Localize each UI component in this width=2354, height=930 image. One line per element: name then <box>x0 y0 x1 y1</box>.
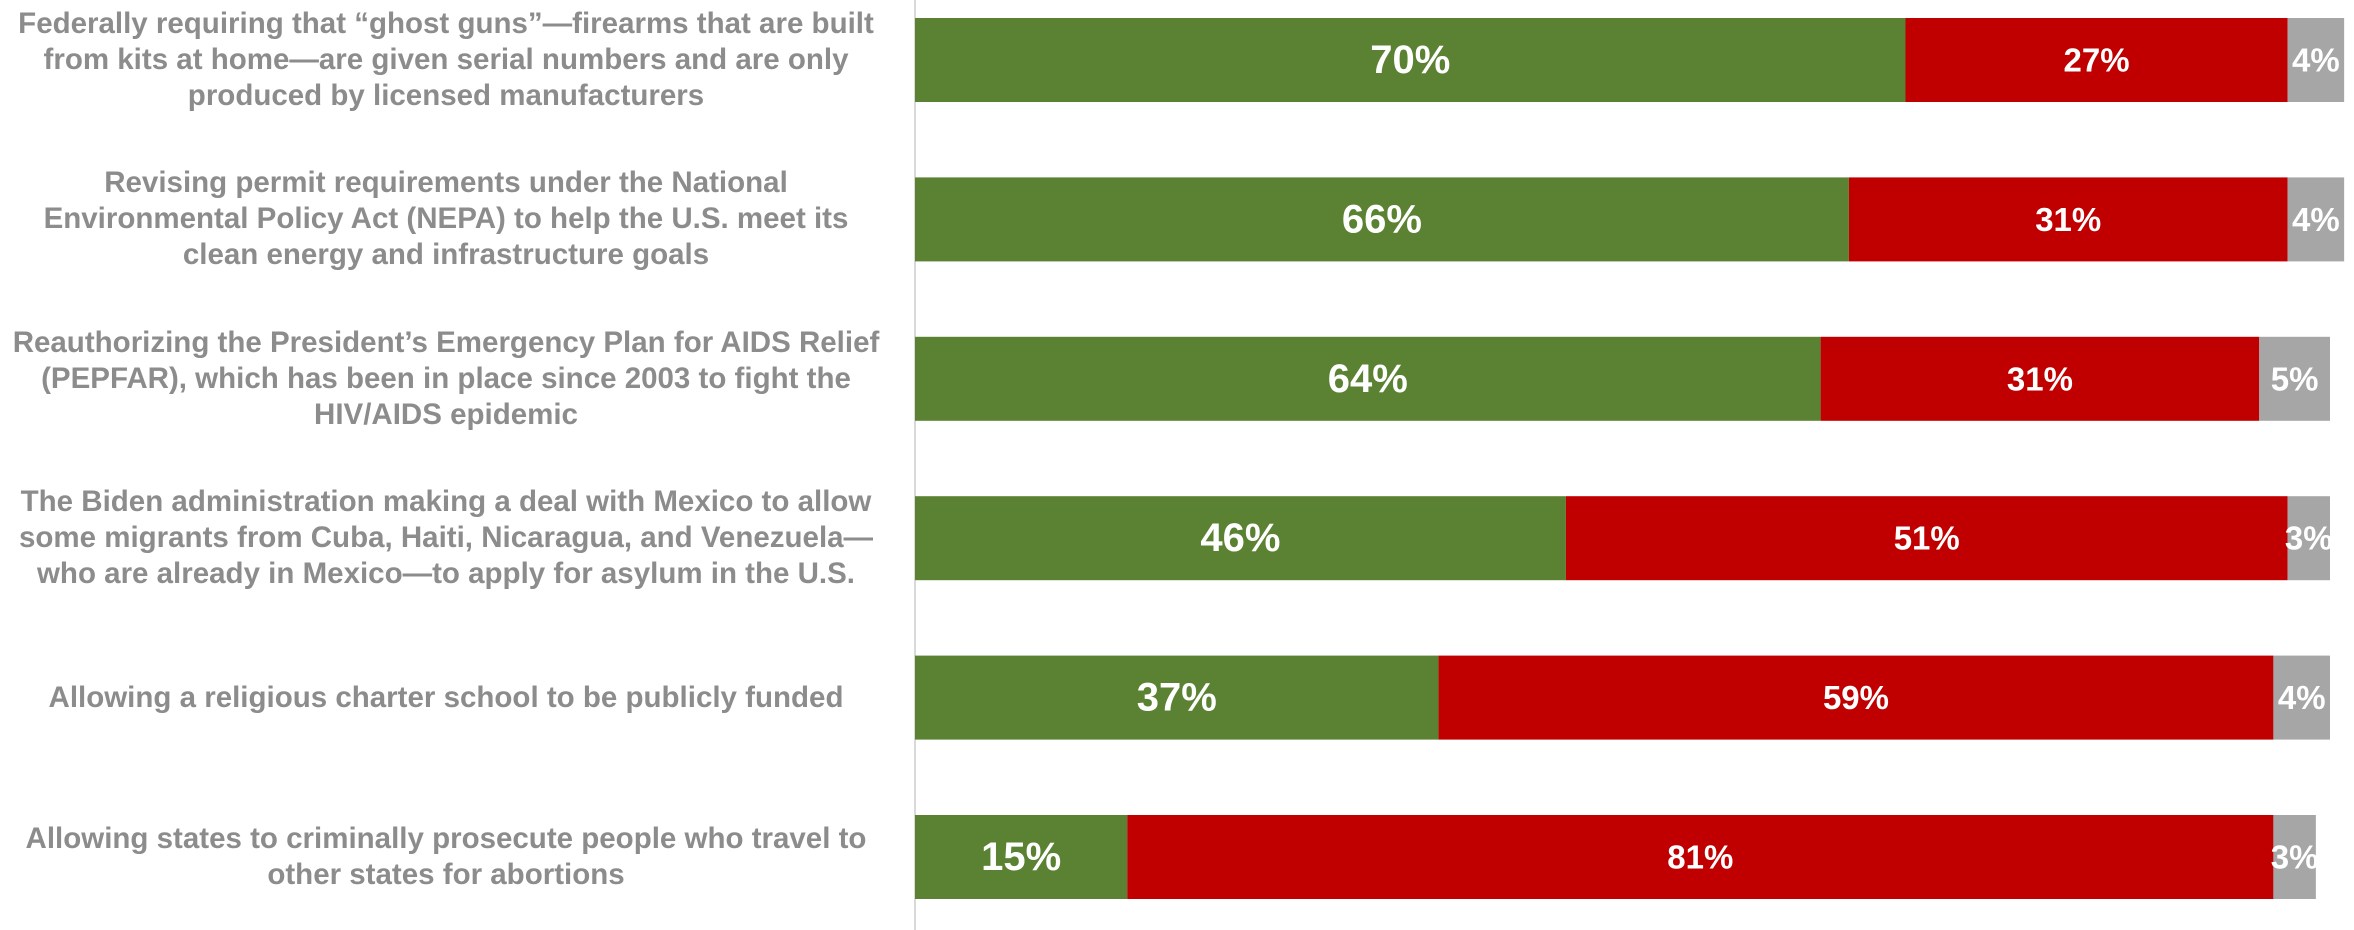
bar-segment <box>915 655 1439 740</box>
value-label: 27% <box>2063 42 2129 79</box>
category-label: Revising permit requirements under the N… <box>43 166 849 272</box>
value-label: 51% <box>1894 520 1960 557</box>
bar-segment <box>915 496 1566 581</box>
bar-segment <box>2273 815 2316 899</box>
value-label: 66% <box>1342 197 1422 241</box>
value-label: 46% <box>1200 516 1280 560</box>
value-label: 4% <box>2292 201 2340 238</box>
value-label: 59% <box>1823 679 1889 716</box>
category-label: Reauthorizing the President’s Emergency … <box>12 325 880 431</box>
bar-segment <box>2259 336 2330 421</box>
bar-segment <box>915 18 1906 102</box>
category-label: Allowing states to criminally prosecute … <box>25 822 867 891</box>
bar-segment <box>1905 18 2288 102</box>
value-label: 15% <box>981 835 1061 879</box>
bar-segment <box>1848 177 2288 262</box>
bar-segment <box>1820 336 2260 421</box>
value-label: 37% <box>1137 676 1217 720</box>
bar-segment <box>2287 18 2345 102</box>
bar-segment <box>915 336 1821 421</box>
category-label: Allowing a religious charter school to b… <box>48 680 844 714</box>
bar-segment <box>1127 815 2274 899</box>
value-label: 81% <box>1667 839 1733 876</box>
bar-segment <box>915 815 1128 899</box>
bar-segment <box>2287 496 2330 581</box>
value-label: 3% <box>2285 520 2333 557</box>
bar-segment <box>915 177 1849 262</box>
value-label: 5% <box>2271 360 2319 397</box>
value-label: 31% <box>2007 360 2073 397</box>
value-label: 31% <box>2035 201 2101 238</box>
value-label: 4% <box>2292 42 2340 79</box>
bar-segment <box>2273 655 2330 740</box>
value-label: 3% <box>2271 839 2319 876</box>
value-label: 4% <box>2278 679 2326 716</box>
value-label: 64% <box>1328 357 1408 401</box>
category-label: Federally requiring that “ghost guns”—fi… <box>18 7 874 112</box>
category-label: The Biden administration making a deal w… <box>18 485 874 591</box>
bar-segment <box>1565 496 2288 581</box>
value-label: 70% <box>1370 38 1450 82</box>
bar-segment <box>1438 655 2274 740</box>
bar-segment <box>2287 177 2345 262</box>
